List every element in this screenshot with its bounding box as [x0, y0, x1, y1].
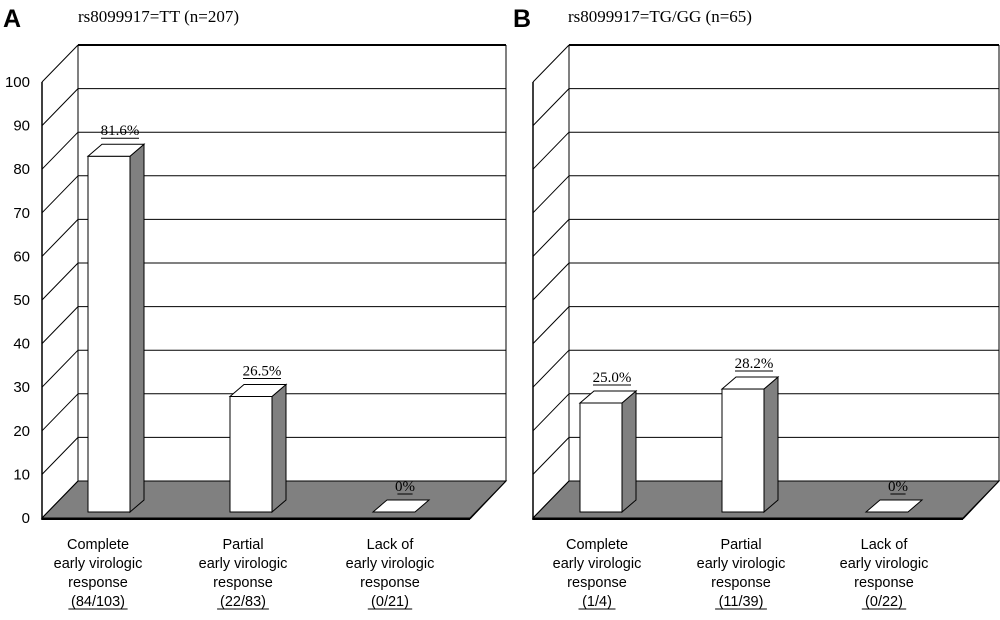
bar-side [621, 389, 637, 514]
wall-gridline [41, 175, 79, 214]
wall-gridline [532, 306, 570, 344]
bar-front [721, 388, 765, 513]
category-label: (22/83) [220, 594, 266, 610]
bar-top [720, 376, 780, 390]
chart-title: rs8099917=TG/GG (n=65) [568, 7, 752, 26]
bar [228, 383, 288, 514]
y-tick-label: 50 [13, 292, 30, 309]
wall-gridline [41, 306, 79, 344]
category-label: Lack of [367, 537, 415, 553]
data-label: 0% [888, 479, 908, 495]
floor-right-edge [962, 480, 1000, 520]
bar [371, 499, 431, 513]
wall-gridline [532, 44, 570, 83]
wall-gridline [532, 175, 570, 214]
bar-front [229, 395, 273, 513]
bar-front [579, 402, 623, 513]
category-label: Partial [720, 537, 761, 553]
wall-gridline [41, 262, 79, 301]
data-label: 28.2% [735, 356, 774, 372]
bar-top [578, 390, 638, 404]
category-label: Partial [222, 537, 263, 553]
wall-gridline [532, 393, 570, 432]
category-label: Complete [67, 537, 129, 553]
bar-side [763, 375, 779, 514]
bar-side [129, 143, 145, 514]
category-label: Complete [566, 537, 628, 553]
category-label: early virologic [553, 556, 642, 572]
wall-gridline [532, 437, 570, 475]
category-label: (1/4) [582, 594, 612, 610]
bar-top [371, 499, 431, 513]
bar [864, 499, 924, 513]
wall-gridline [41, 349, 79, 388]
wall-gridline [532, 262, 570, 301]
y-tick-label: 20 [13, 423, 30, 440]
y-tick-label: 40 [13, 336, 30, 353]
bar-side [271, 383, 287, 514]
wall-gridline [41, 131, 79, 170]
data-label: 0% [395, 479, 415, 495]
category-label: (84/103) [71, 594, 125, 610]
data-label: 25.0% [593, 370, 632, 386]
wall-gridline [41, 44, 79, 83]
bar-top [864, 499, 924, 513]
wall-gridline [41, 88, 79, 126]
category-label: response [854, 575, 914, 591]
wall-gridline [532, 349, 570, 388]
chart-title: rs8099917=TT (n=207) [78, 7, 239, 26]
wall-gridline [41, 219, 79, 257]
y-tick-label: 30 [13, 379, 30, 396]
data-label: 26.5% [243, 363, 282, 379]
category-label: response [567, 575, 627, 591]
category-label: response [360, 575, 420, 591]
category-label: early virologic [840, 556, 929, 572]
data-label: 81.6% [101, 123, 140, 139]
category-label: early virologic [697, 556, 786, 572]
category-label: Lack of [861, 537, 909, 553]
category-label: early virologic [199, 556, 288, 572]
panel-letter: B [513, 5, 531, 33]
bar-top [228, 383, 288, 397]
y-tick-label: 60 [13, 248, 30, 265]
category-label: early virologic [346, 556, 435, 572]
wall-gridline [532, 88, 570, 126]
wall-gridline [41, 480, 79, 519]
bar [86, 143, 146, 514]
bar-top [86, 143, 146, 157]
wall-gridline [532, 219, 570, 257]
floor-right-edge [469, 480, 507, 520]
wall-gridline [41, 437, 79, 475]
category-label: response [68, 575, 128, 591]
y-tick-label: 80 [13, 161, 30, 178]
bar [720, 375, 780, 514]
category-label: response [213, 575, 273, 591]
y-tick-label: 10 [13, 466, 30, 483]
wall-gridline [41, 393, 79, 432]
panel-letter: A [3, 5, 21, 33]
y-tick-label: 0 [22, 510, 30, 527]
wall-gridline [532, 131, 570, 170]
y-tick-label: 100 [5, 74, 30, 91]
y-tick-label: 70 [13, 205, 30, 222]
category-label: early virologic [54, 556, 143, 572]
wall-gridline [532, 480, 570, 519]
bar [578, 389, 638, 514]
category-label: response [711, 575, 771, 591]
y-tick-label: 90 [13, 118, 30, 135]
category-label: (0/22) [865, 594, 903, 610]
category-label: (11/39) [719, 594, 764, 610]
bar-front [87, 155, 131, 513]
category-label: (0/21) [371, 594, 409, 610]
